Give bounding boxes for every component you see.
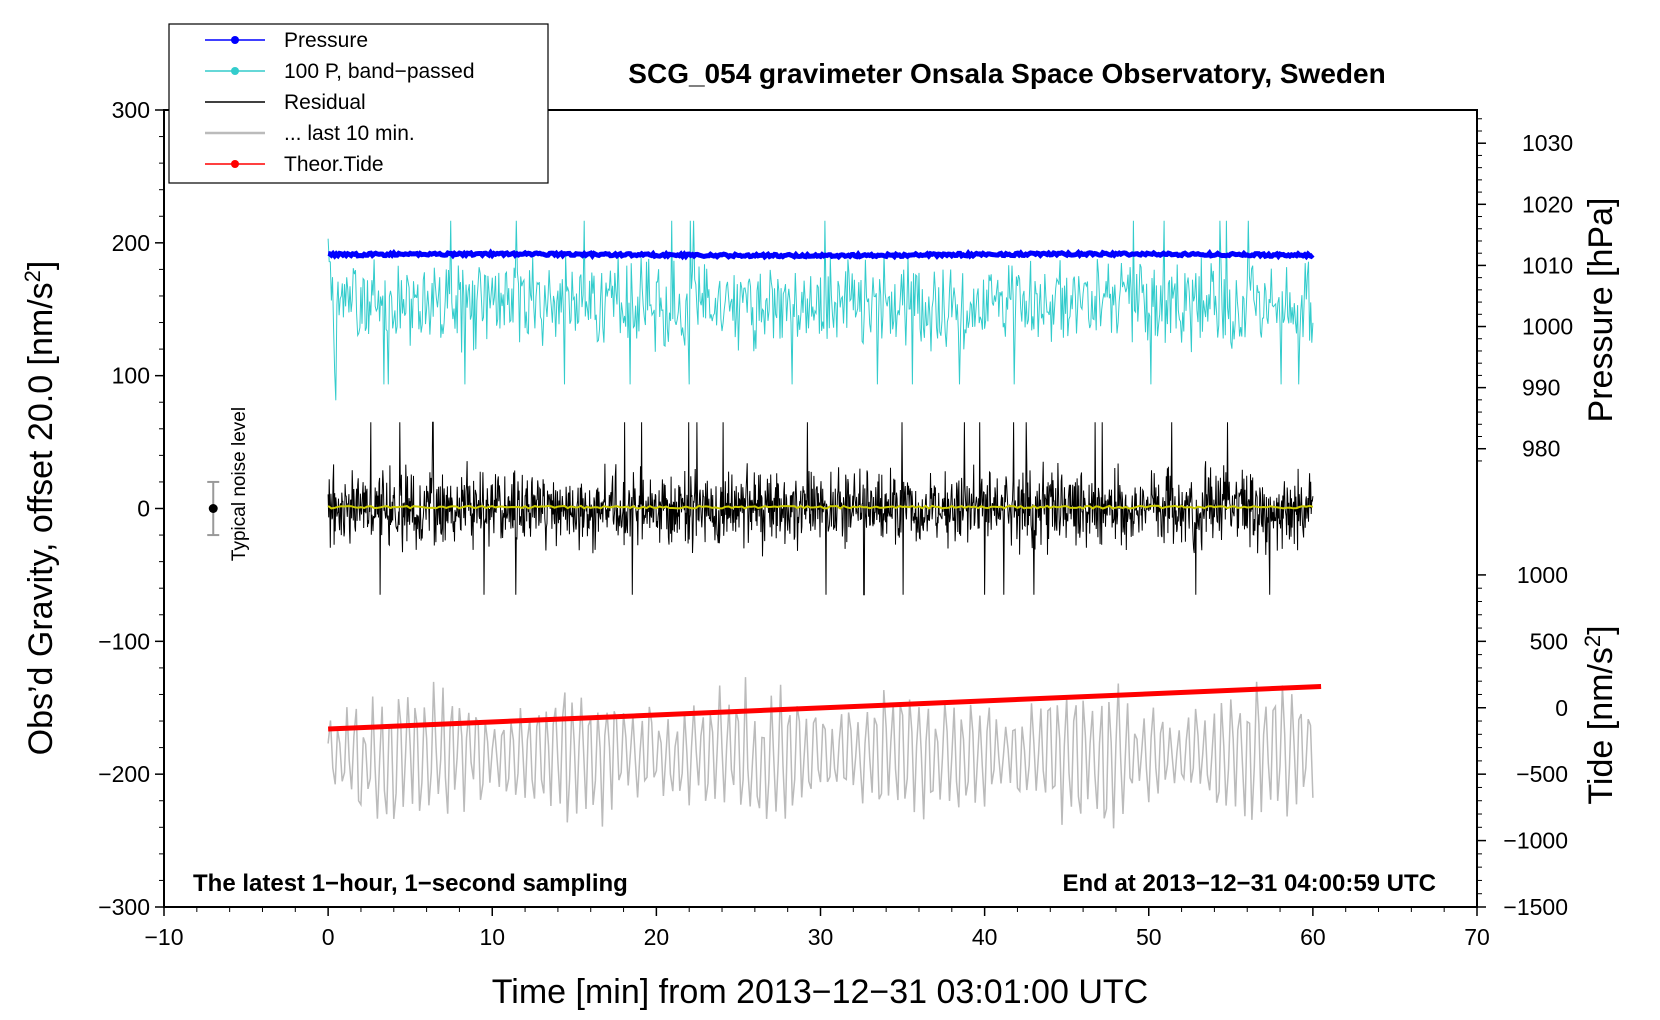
tide-tick-label: 500: [1530, 628, 1568, 654]
legend-entry: Theor.Tide: [205, 153, 384, 176]
legend-entry: 100 P, band−passed: [205, 60, 475, 83]
legend-marker: [231, 160, 239, 168]
legend-label: ... last 10 min.: [284, 122, 415, 145]
end-time-annotation: End at 2013−12−31 04:00:59 UTC: [1062, 870, 1436, 897]
x-tick-label: 50: [1136, 924, 1162, 950]
y-tick-label: −100: [98, 628, 150, 654]
legend-entry: Residual: [205, 91, 366, 114]
x-tick-label: 40: [972, 924, 998, 950]
legend-label: Pressure: [284, 29, 368, 52]
series-residual: [327, 421, 1314, 596]
chart-title: SCG_054 gravimeter Onsala Space Observat…: [628, 58, 1385, 89]
series-bandpassed-pressure: [327, 220, 1314, 401]
legend-label: Theor.Tide: [284, 153, 384, 176]
noise-dot: [208, 504, 218, 513]
series-pressure: [327, 248, 1315, 261]
legend-entry: ... last 10 min.: [205, 122, 415, 145]
tide-tick-label: 1000: [1517, 562, 1568, 588]
x-tick-label: 10: [479, 924, 505, 950]
series-theoretical-tide: [328, 683, 1322, 732]
pressure-tick-label: 990: [1522, 375, 1560, 401]
legend-marker: [231, 36, 239, 44]
pressure-tick-label: 980: [1522, 436, 1560, 462]
pressure-tick-label: 1030: [1522, 130, 1573, 156]
pressure-tick-label: 1020: [1522, 191, 1573, 217]
legend-entry: Pressure: [205, 29, 368, 52]
y-tick-label: −200: [98, 761, 150, 787]
noise-level-indicator: Typical noise level: [207, 407, 250, 561]
pressure-tick-label: 1010: [1522, 252, 1573, 278]
pressure-tick-label: 1000: [1522, 314, 1573, 340]
y-tick-label: 200: [112, 230, 150, 256]
pressure-axis-title: Pressure [hPa]: [1582, 198, 1620, 423]
x-tick-label: 60: [1300, 924, 1326, 950]
axes-layer: −10 0 10 20 30 40 50 60 70−300−200−1000100200300…: [98, 97, 1573, 950]
legend-entries: Pressure 100 P, band−passed Residual ... la…: [205, 29, 475, 176]
sampling-annotation: The latest 1−hour, 1−second sampling: [193, 870, 628, 897]
noise-level-label: Typical noise level: [229, 407, 250, 561]
legend: Pressure 100 P, band−passed Residual ... la…: [168, 23, 549, 184]
tide-tick-label: −1000: [1503, 828, 1568, 854]
y-tick-label: 300: [112, 97, 150, 123]
tide-tick-label: −500: [1516, 761, 1568, 787]
x-tick-label: 0: [322, 924, 335, 950]
tide-axis-title: Tide [nm/s2]: [1580, 625, 1620, 804]
tide-tick-label: −1500: [1503, 894, 1568, 920]
legend-box: [168, 23, 549, 184]
x-tick-label: 70: [1464, 924, 1490, 950]
series-layer: [327, 220, 1322, 829]
x-tick-label: 30: [808, 924, 834, 950]
y-axis-title: Obs’d Gravity, offset 20.0 [nm/s2]: [20, 261, 60, 756]
legend-label: Residual: [284, 91, 366, 114]
legend-marker: [231, 67, 239, 75]
tide-tick-label: 0: [1555, 695, 1568, 721]
y-tick-label: −300: [98, 894, 150, 920]
legend-label: 100 P, band−passed: [284, 60, 475, 83]
x-tick-label: 20: [644, 924, 670, 950]
x-axis-title: Time [min] from 2013−12−31 03:01:00 UTC: [492, 973, 1148, 1011]
x-tick-label: −10: [144, 924, 183, 950]
series-residual-smoothed: [327, 504, 1314, 510]
series-last-10-min: [327, 677, 1314, 829]
y-tick-label: 0: [137, 496, 150, 522]
y-tick-label: 100: [112, 363, 150, 389]
